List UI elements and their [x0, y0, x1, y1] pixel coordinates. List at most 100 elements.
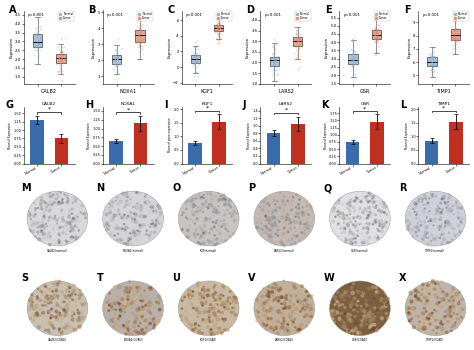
Circle shape [348, 217, 350, 220]
Circle shape [118, 303, 120, 305]
Point [373, 39, 381, 44]
Point [293, 35, 301, 40]
Circle shape [120, 304, 124, 308]
Point [292, 30, 300, 36]
Circle shape [291, 201, 293, 203]
Circle shape [355, 241, 356, 243]
Circle shape [32, 301, 34, 303]
Circle shape [299, 304, 302, 307]
Circle shape [297, 301, 298, 302]
Point [113, 56, 120, 62]
Point [450, 35, 457, 41]
Circle shape [202, 243, 204, 244]
Circle shape [50, 301, 52, 303]
Circle shape [128, 238, 129, 239]
Circle shape [210, 333, 212, 335]
Circle shape [50, 244, 51, 245]
Circle shape [286, 294, 287, 296]
Circle shape [62, 199, 63, 200]
Circle shape [353, 309, 355, 312]
Point [292, 27, 300, 33]
Circle shape [384, 304, 388, 307]
Circle shape [294, 287, 297, 289]
Point [348, 74, 356, 80]
Circle shape [209, 218, 210, 219]
Circle shape [29, 317, 31, 319]
Point [294, 35, 301, 40]
Point [216, 18, 223, 23]
Circle shape [355, 200, 356, 201]
Circle shape [71, 226, 72, 227]
Circle shape [136, 308, 139, 312]
Circle shape [342, 325, 346, 328]
Circle shape [347, 285, 350, 287]
Circle shape [134, 218, 136, 220]
Circle shape [260, 234, 263, 237]
Circle shape [152, 205, 154, 207]
Text: R: R [399, 183, 407, 193]
Circle shape [148, 234, 150, 237]
Circle shape [373, 323, 376, 326]
Circle shape [353, 283, 355, 285]
Circle shape [282, 322, 285, 325]
Circle shape [60, 227, 61, 228]
Point [109, 66, 117, 72]
Circle shape [426, 217, 427, 218]
Circle shape [198, 234, 200, 236]
Circle shape [348, 332, 350, 334]
Point [269, 66, 277, 72]
Point [453, 30, 460, 36]
Point [113, 43, 120, 48]
Circle shape [409, 320, 410, 322]
Point [114, 62, 121, 67]
Point [212, 29, 220, 34]
Circle shape [228, 199, 230, 201]
Circle shape [220, 239, 222, 241]
Point [134, 37, 141, 42]
Circle shape [134, 212, 137, 215]
Point [429, 62, 437, 68]
Circle shape [296, 194, 298, 196]
Point [214, 24, 222, 29]
Circle shape [430, 244, 433, 247]
Circle shape [40, 206, 42, 208]
Circle shape [225, 228, 227, 230]
Circle shape [365, 304, 368, 307]
Circle shape [59, 330, 60, 332]
Circle shape [447, 209, 450, 211]
Point [58, 68, 66, 74]
Circle shape [273, 329, 274, 331]
Circle shape [419, 234, 421, 237]
Point [31, 34, 39, 40]
Point [455, 39, 463, 45]
Circle shape [367, 292, 368, 293]
Circle shape [344, 240, 346, 242]
Point [215, 27, 223, 32]
Circle shape [207, 287, 209, 289]
Circle shape [348, 313, 351, 315]
Circle shape [264, 201, 265, 202]
Circle shape [75, 294, 76, 295]
Circle shape [211, 198, 213, 200]
Point [348, 37, 356, 43]
Circle shape [442, 209, 444, 210]
Circle shape [143, 310, 145, 312]
Circle shape [67, 199, 69, 202]
Point [137, 23, 145, 28]
Circle shape [436, 302, 439, 305]
Point [348, 63, 356, 69]
Circle shape [367, 206, 370, 209]
Circle shape [193, 233, 195, 235]
Circle shape [280, 312, 283, 314]
Circle shape [292, 322, 295, 325]
Circle shape [348, 209, 351, 212]
Circle shape [305, 226, 307, 228]
Circle shape [450, 315, 452, 317]
Circle shape [376, 237, 379, 240]
Point [351, 59, 359, 64]
Circle shape [194, 229, 197, 231]
Circle shape [205, 201, 207, 203]
Circle shape [47, 313, 49, 314]
Circle shape [58, 201, 59, 202]
Circle shape [137, 291, 138, 293]
